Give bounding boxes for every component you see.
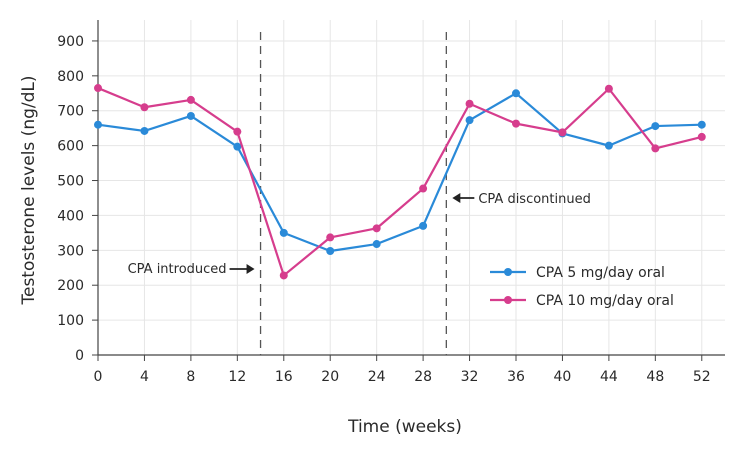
data-point-s1 <box>512 89 520 98</box>
x-tick-label: 32 <box>461 369 479 385</box>
series <box>94 84 706 280</box>
y-axis-title: Testosterone levels (ng/dL) <box>19 75 39 305</box>
data-point-s1 <box>372 240 381 249</box>
x-tick-label: 12 <box>228 369 246 385</box>
grid <box>98 20 725 355</box>
legend-label: CPA 10 mg/day oral <box>536 293 674 309</box>
legend-marker <box>504 296 512 304</box>
y-tick-label: 400 <box>57 208 84 224</box>
x-tick-label: 8 <box>186 369 195 385</box>
legend-label: CPA 5 mg/day oral <box>536 265 665 281</box>
data-point-s2 <box>604 84 613 93</box>
series-line-2 <box>97 87 703 277</box>
x-axis-title: Time (weeks) <box>347 417 462 437</box>
y-tick-label: 100 <box>57 313 84 329</box>
x-tick-label: 4 <box>140 369 149 385</box>
x-tick-label: 20 <box>321 369 339 385</box>
y-tick-label: 200 <box>57 278 84 294</box>
x-tick-label: 16 <box>275 369 293 385</box>
y-tick-label: 800 <box>57 69 84 85</box>
data-point-s1 <box>604 141 613 150</box>
x-tick-label: 52 <box>693 369 711 385</box>
annotation-cpa-discontinued: CPA discontinued <box>478 192 591 207</box>
data-point-s2 <box>140 103 149 112</box>
y-tick-label: 700 <box>57 104 84 120</box>
data-point-s2 <box>94 84 102 93</box>
x-tick-label: 44 <box>600 369 618 385</box>
data-point-s1 <box>326 247 335 256</box>
x-tick-label: 48 <box>646 369 664 385</box>
legend-marker <box>504 268 512 276</box>
y-tick-label: 500 <box>57 174 84 190</box>
data-point-s1 <box>465 116 474 125</box>
x-tick-label: 40 <box>554 369 572 385</box>
y-tick-label: 900 <box>57 34 84 50</box>
x-tick-label: 36 <box>507 369 525 385</box>
data-point-s1 <box>186 111 195 120</box>
data-point-s2 <box>186 95 195 104</box>
data-point-s2 <box>651 144 660 153</box>
x-tick-label: 0 <box>94 369 103 385</box>
data-point-s2 <box>697 132 706 141</box>
data-point-s2 <box>419 184 428 193</box>
data-point-s1 <box>651 122 660 131</box>
data-point-s1 <box>233 142 242 151</box>
data-point-s2 <box>326 233 335 242</box>
data-point-s2 <box>558 128 567 137</box>
y-tick-label: 600 <box>57 139 84 155</box>
data-point-s2 <box>279 271 288 280</box>
data-point-s1 <box>419 221 428 230</box>
data-point-s2 <box>233 127 242 136</box>
x-tick-label: 24 <box>368 369 386 385</box>
data-point-s1 <box>94 120 102 129</box>
data-point-s1 <box>279 228 288 237</box>
data-point-s1 <box>140 126 149 135</box>
y-tick-label: 0 <box>75 348 84 364</box>
legend: CPA 5 mg/day oral CPA 10 mg/day oral <box>490 265 674 309</box>
y-tick-label: 300 <box>57 243 84 259</box>
data-point-s2 <box>372 224 381 233</box>
x-tick-label: 28 <box>414 369 432 385</box>
data-point-s2 <box>512 119 520 128</box>
ref-lines: CPA introduced CPA discontinued <box>128 32 591 355</box>
data-point-s1 <box>697 120 706 129</box>
series-line-1 <box>97 92 702 253</box>
data-point-s2 <box>465 99 474 108</box>
annotation-cpa-introduced: CPA introduced <box>128 262 227 277</box>
arrow-head <box>246 264 255 274</box>
